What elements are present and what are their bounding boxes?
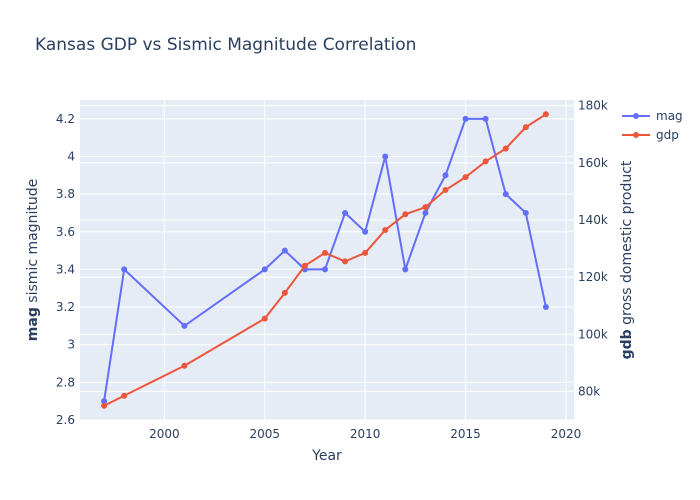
y-right-axis-title: gdb gross domestic product <box>619 160 635 359</box>
data-point-mag[interactable] <box>482 115 489 122</box>
data-point-mag[interactable] <box>321 266 328 273</box>
y-left-tick-label: 3.6 <box>56 225 75 239</box>
data-point-gdp[interactable] <box>422 204 429 211</box>
data-point-mag[interactable] <box>342 209 349 216</box>
data-point-mag[interactable] <box>422 209 429 216</box>
data-point-gdp[interactable] <box>542 111 549 118</box>
data-point-mag[interactable] <box>281 247 288 254</box>
y-right-tick-label: 120k <box>578 270 608 284</box>
data-point-gdp[interactable] <box>442 187 449 193</box>
legend-label: mag <box>656 109 683 123</box>
y-left-tick-label: 3.8 <box>56 187 75 201</box>
x-tick-label: 2010 <box>350 427 381 441</box>
y-left-title-bold: mag <box>25 307 41 341</box>
x-axis-title: Year <box>311 448 342 464</box>
y-right-tick-label: 160k <box>578 156 608 170</box>
legend-item-gdp[interactable]: gdp <box>622 128 679 142</box>
data-point-gdp[interactable] <box>181 362 188 369</box>
data-point-mag[interactable] <box>462 115 469 122</box>
y-left-tick-label: 3.2 <box>56 300 75 314</box>
series-gdp <box>101 111 549 409</box>
data-point-gdp[interactable] <box>362 249 369 256</box>
data-point-gdp[interactable] <box>482 158 489 165</box>
x-tick-label: 2020 <box>551 427 582 441</box>
series-mag <box>101 115 549 405</box>
y-left-tick-label: 2.8 <box>56 375 75 389</box>
data-point-mag[interactable] <box>362 228 369 235</box>
data-point-mag[interactable] <box>382 153 389 160</box>
data-point-gdp[interactable] <box>402 211 409 218</box>
data-point-mag[interactable] <box>101 398 108 405</box>
data-point-mag[interactable] <box>181 322 188 329</box>
data-point-gdp[interactable] <box>121 392 128 399</box>
y-right-title-rest: gross domestic product <box>619 160 635 329</box>
tick-labels: 2000 2005 2010 2015 2020 2.6 2.8 3 3.2 3.4 3.6 3.8 4… <box>56 99 608 441</box>
x-tick-label: 2015 <box>450 427 481 441</box>
series-layer <box>101 111 549 409</box>
y-right-title-bold: gdb <box>619 329 635 359</box>
data-point-gdp[interactable] <box>101 402 108 409</box>
y-left-tick-label: 4.2 <box>56 112 75 126</box>
legend-swatch-marker <box>633 113 639 119</box>
data-point-mag[interactable] <box>261 266 268 273</box>
y-left-axis-title: mag sismic magnitude <box>25 179 41 341</box>
data-point-gdp[interactable] <box>522 124 529 131</box>
data-point-mag[interactable] <box>522 209 529 216</box>
chart-title: Kansas GDP vs Sismic Magnitude Correlati… <box>35 35 416 55</box>
series-line-mag <box>103 117 547 402</box>
y-left-tick-label: 4 <box>67 149 75 163</box>
y-right-tick-label: 180k <box>578 99 608 113</box>
data-point-gdp[interactable] <box>502 145 509 152</box>
x-tick-label: 2005 <box>249 427 280 441</box>
data-point-mag[interactable] <box>502 191 509 198</box>
y-right-tick-label: 80k <box>578 384 600 398</box>
legend[interactable]: mag gdp <box>622 109 683 142</box>
data-point-gdp[interactable] <box>382 227 389 233</box>
data-point-gdp[interactable] <box>462 174 469 181</box>
y-left-tick-label: 3 <box>67 338 75 352</box>
legend-label: gdp <box>656 128 679 142</box>
data-point-mag[interactable] <box>121 266 128 273</box>
legend-swatch-marker <box>633 132 639 138</box>
y-left-tick-label: 3.4 <box>56 262 75 276</box>
data-point-mag[interactable] <box>542 304 549 311</box>
data-point-gdp[interactable] <box>261 315 268 322</box>
data-point-gdp[interactable] <box>281 289 288 296</box>
series-line-gdp <box>103 113 547 407</box>
data-point-gdp[interactable] <box>301 262 308 269</box>
x-tick-label: 2000 <box>149 427 180 441</box>
data-point-mag[interactable] <box>442 172 449 179</box>
y-right-tick-label: 140k <box>578 213 608 227</box>
data-point-mag[interactable] <box>402 266 409 273</box>
y-right-tick-label: 100k <box>578 327 608 341</box>
data-point-gdp[interactable] <box>321 249 328 256</box>
legend-item-mag[interactable]: mag <box>622 109 683 123</box>
y-left-title-rest: sismic magnitude <box>25 179 41 307</box>
plot-area <box>80 100 574 420</box>
data-point-gdp[interactable] <box>342 258 349 265</box>
y-left-tick-label: 2.6 <box>56 413 75 427</box>
